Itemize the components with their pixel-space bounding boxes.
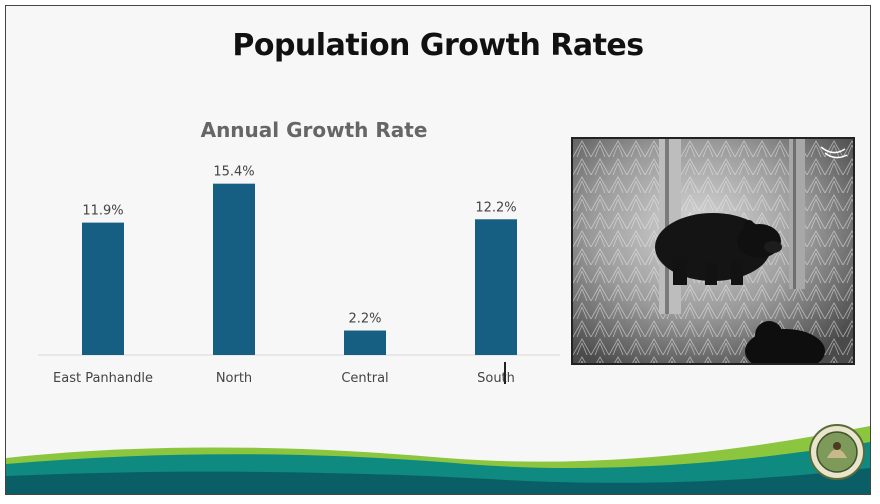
- agency-seal-icon: [809, 424, 865, 480]
- data-label: 11.9%: [82, 204, 123, 219]
- data-label: 12.2%: [475, 200, 516, 215]
- bar: [82, 222, 124, 355]
- bear-photo: [571, 137, 855, 365]
- category-label: North: [216, 371, 252, 386]
- data-label: 15.4%: [213, 165, 254, 180]
- data-label: 2.2%: [348, 312, 381, 327]
- chart-title: Annual Growth Rate: [200, 118, 428, 142]
- footer-wave: [6, 426, 870, 494]
- category-label: East Panhandle: [53, 371, 153, 386]
- slide: Population Growth Rates Annual Growth Ra…: [5, 5, 871, 495]
- bar: [475, 219, 517, 355]
- category-label: Central: [341, 371, 388, 386]
- bar: [344, 330, 386, 355]
- page-title: Population Growth Rates: [232, 28, 644, 63]
- bear-photo-icon: [573, 139, 853, 363]
- text-cursor-icon: [504, 362, 506, 384]
- bar: [213, 183, 255, 355]
- bar-chart: 11.9% East Panhandle 15.4% North 2.2% Central…: [38, 165, 560, 386]
